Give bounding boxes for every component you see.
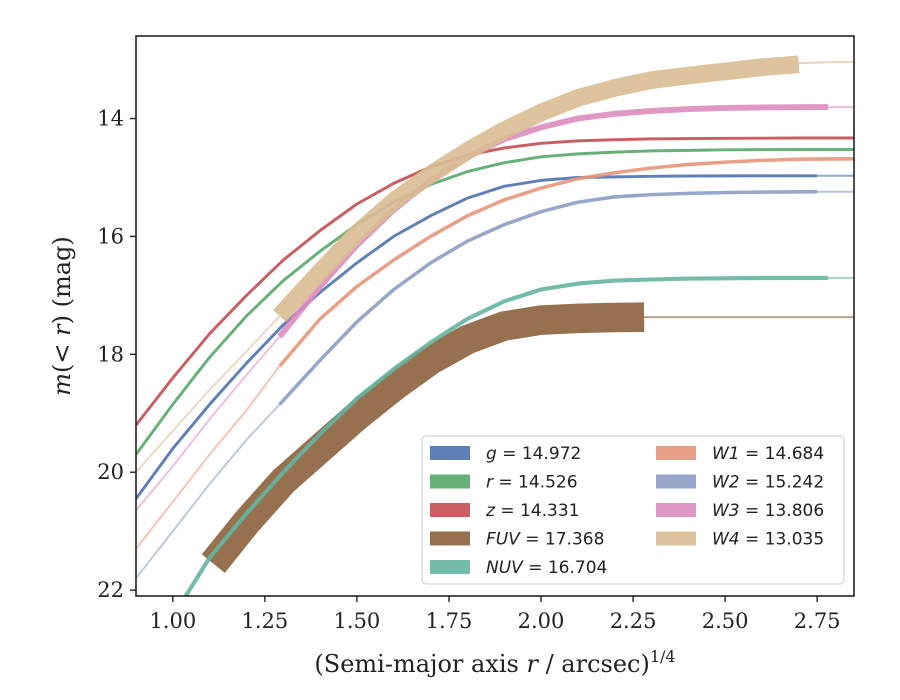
y-tick-label: 16 (97, 224, 124, 248)
series-w4-line (273, 55, 800, 322)
legend-label-w4: W4 = 13.035 (712, 530, 824, 550)
legend-box (421, 435, 845, 585)
legend-label-nuv: NUV = 16.704 (486, 558, 607, 578)
series-fuv-line (201, 302, 645, 573)
x-axis-label: (Semi-major axis r / arcsec)1/4 (314, 647, 675, 678)
legend-label-g: g = 14.972 (486, 444, 581, 464)
legend-swatch-fuv (430, 531, 470, 546)
legend-swatch-w1 (656, 446, 696, 460)
series-g-line (136, 174, 818, 500)
y-tick-label: 14 (97, 107, 124, 131)
legend-label-fuv: FUV = 17.368 (486, 530, 604, 550)
x-tick-label: 1.25 (241, 609, 288, 633)
series-w3-inner-line (136, 335, 281, 512)
series-r-line (136, 148, 854, 456)
x-tick-label: 2.75 (794, 609, 841, 633)
series-nuv-line (183, 275, 829, 596)
x-axis-ticks: 1.00 1.25 1.50 1.75 2.00 2.25 2.50 2.75 (149, 596, 841, 633)
x-tick-label: 2.00 (518, 609, 565, 633)
legend-swatch-r (430, 474, 470, 489)
legend: g = 14.972 r = 14.526 z = 14.331 FUV = 17.3… (421, 435, 845, 585)
legend-label-w3: W3 = 13.806 (712, 501, 824, 521)
legend-swatch-w3 (656, 503, 696, 517)
y-axis-label: m(< r) (mag) (48, 236, 76, 396)
y-tick-label: 18 (97, 342, 124, 366)
legend-swatch-z (430, 503, 470, 517)
plot-frame (135, 35, 855, 597)
legend-label-w2: W2 = 15.242 (712, 473, 824, 493)
legend-label-z: z = 14.331 (485, 501, 579, 521)
series-w2-line (278, 189, 818, 406)
y-tick-label: 22 (97, 578, 124, 602)
series-w4-extension-line (798, 60, 854, 65)
series-w4-inner-line (136, 315, 281, 473)
series-w1-line (278, 157, 854, 368)
series-z-line (136, 136, 854, 427)
x-tick-label: 2.50 (702, 609, 749, 633)
series-w2-inner-line (136, 403, 281, 579)
legend-swatch-w4 (656, 531, 696, 546)
x-tick-label: 1.00 (149, 609, 196, 633)
legend-swatch-g (430, 446, 470, 460)
legend-label-w1: W1 = 14.684 (712, 444, 824, 464)
y-axis-ticks: 14 16 18 20 22 (97, 107, 136, 602)
series-w1-inner-line (136, 365, 281, 550)
x-tick-label: 2.25 (610, 609, 657, 633)
y-tick-label: 20 (97, 460, 124, 484)
legend-swatch-w2 (656, 474, 696, 489)
x-tick-label: 1.50 (334, 609, 381, 633)
legend-swatch-nuv (430, 560, 470, 574)
series-layer (136, 55, 854, 596)
x-tick-label: 1.75 (426, 609, 473, 633)
legend-label-r: r = 14.526 (486, 473, 578, 493)
